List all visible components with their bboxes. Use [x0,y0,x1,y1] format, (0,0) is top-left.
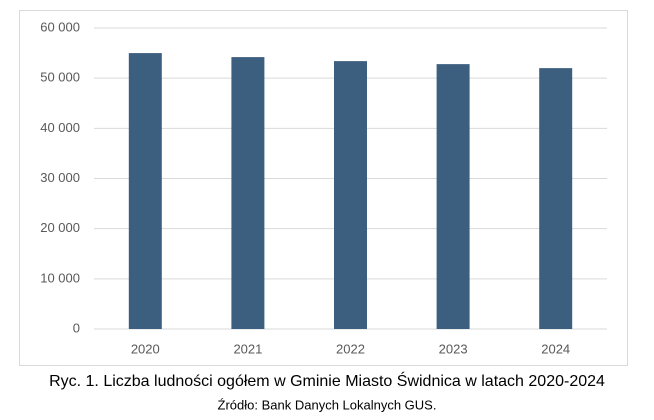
y-tick-label: 50 000 [40,70,80,85]
y-tick-label: 10 000 [40,270,80,285]
bar [436,64,470,330]
chart-border [19,10,628,366]
x-tick-label: 2022 [336,341,365,356]
chart-title: Ryc. 1. Liczba ludności ogółem w Gminie … [49,371,605,390]
bar [231,57,265,329]
y-tick-label: 60 000 [40,19,80,34]
y-tick-label: 20 000 [40,220,80,235]
x-tick-label: 2020 [131,341,160,356]
y-tick-label: 0 [73,320,80,335]
bar [539,68,573,329]
bar [128,53,162,329]
bar [334,61,367,330]
y-tick-label: 30 000 [40,170,80,185]
x-tick-label: 2021 [233,341,262,356]
y-tick-label: 40 000 [40,120,80,135]
x-tick-label: 2023 [439,341,468,356]
x-tick-label: 2024 [541,341,570,356]
chart-source: Źródło: Bank Danych Lokalnych GUS. [218,397,437,412]
